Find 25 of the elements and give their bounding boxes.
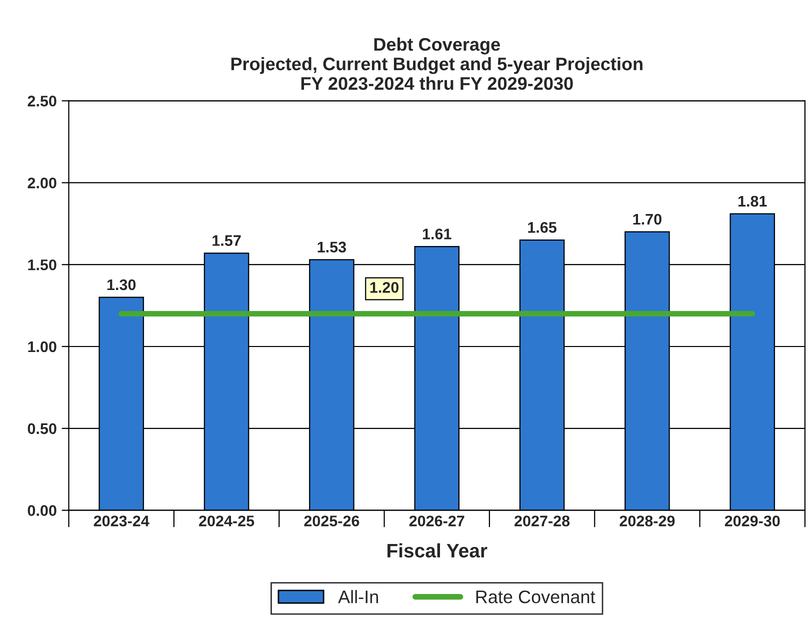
x-tick-label: 2023-24 xyxy=(94,516,150,526)
y-tick-label: 1.50 xyxy=(28,259,56,270)
legend-label: Rate Covenant xyxy=(476,590,596,604)
x-tick-label: 2026-27 xyxy=(409,516,464,526)
data-label: 1.30 xyxy=(107,279,136,290)
x-tick-label: 2028-29 xyxy=(620,516,675,526)
annotation: 1.20 xyxy=(370,282,399,293)
legend-label: All-In xyxy=(338,590,378,604)
y-tick-label: 0.50 xyxy=(28,423,56,434)
data-label: 1.57 xyxy=(212,235,241,246)
x-axis-title: Fiscal Year xyxy=(388,543,488,558)
x-tick-label: 2024-25 xyxy=(199,516,254,526)
data-label: 1.53 xyxy=(318,242,346,253)
y-tick-label: 0.00 xyxy=(28,505,56,516)
chart-title: Debt Coverage Projected, Current Budget and 5-year Projection FY 2023-2024 thru FY 2029-2030 xyxy=(231,38,642,90)
x-tick-label: 2029-30 xyxy=(724,516,780,526)
y-tick-label: 1.00 xyxy=(28,341,56,352)
y-tick-label: 2.00 xyxy=(28,178,56,188)
x-tick-label: 2025-26 xyxy=(304,516,360,526)
data-label: 1.70 xyxy=(633,214,662,225)
data-label: 1.81 xyxy=(738,196,767,207)
y-tick-label: 2.50 xyxy=(28,96,56,106)
data-label: 1.61 xyxy=(422,228,452,240)
x-tick-label: 2027-28 xyxy=(514,516,570,526)
data-label: 1.65 xyxy=(528,222,556,233)
